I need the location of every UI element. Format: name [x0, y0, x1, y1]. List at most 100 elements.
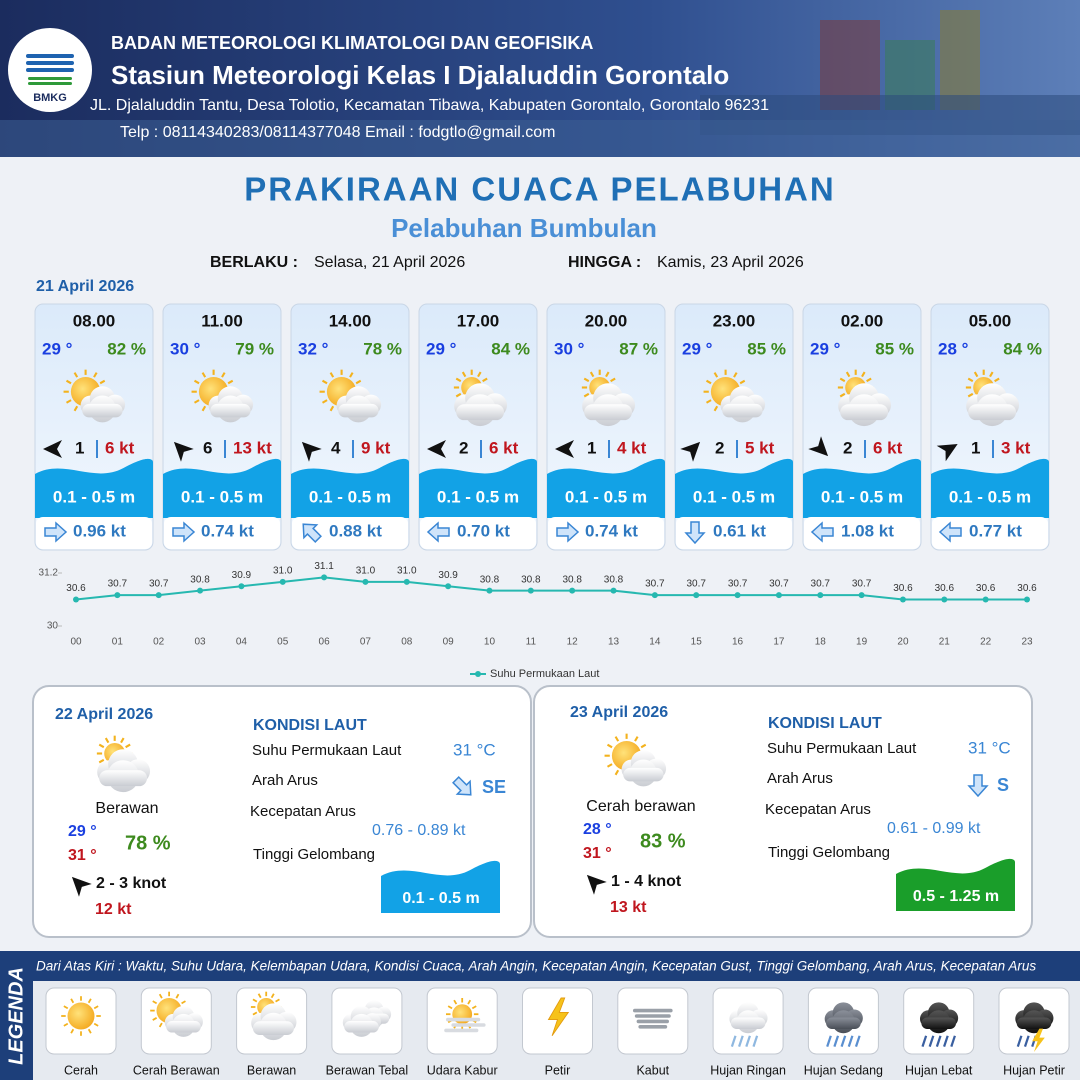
- data-label: 30.9: [438, 570, 458, 581]
- cloud-base: [456, 404, 505, 421]
- data-label: 30.7: [645, 579, 665, 590]
- cloud: [838, 383, 892, 427]
- slot-gust: 6 kt: [105, 438, 135, 457]
- slot-gust: 5 kt: [745, 438, 775, 457]
- cloud: [720, 386, 766, 423]
- sst-point: [238, 583, 245, 590]
- slot-time: 17.00: [457, 311, 500, 330]
- sea-title: KONDISI LAUT: [768, 715, 882, 732]
- day-wave: 0.5 - 1.25 m: [913, 888, 999, 905]
- sun-ray: [606, 743, 613, 749]
- sun-ray: [447, 1005, 453, 1010]
- sst-point: [693, 592, 700, 599]
- day-condition: Cerah berawan: [586, 798, 695, 815]
- sun-ray: [63, 1022, 69, 1027]
- day-humidity: 83 %: [640, 830, 686, 852]
- sun-ray: [634, 736, 639, 742]
- x-tick-label: 11: [526, 637, 537, 648]
- cloud-base: [252, 1021, 294, 1035]
- cloud-base: [730, 1017, 766, 1029]
- wave-label: Tinggi Gelombang: [768, 844, 890, 861]
- slot-time: 23.00: [713, 311, 756, 330]
- sun-ray: [221, 372, 226, 378]
- sun-ray: [713, 405, 719, 412]
- sst-point: [486, 587, 493, 594]
- slot-humidity: 87 %: [619, 339, 658, 358]
- rain-drop: [943, 1035, 949, 1047]
- day-wind: 1 - 4 knot: [611, 873, 682, 890]
- weather-icon: [1015, 1002, 1054, 1052]
- fog-band: [633, 1008, 673, 1013]
- current-arrow: [302, 523, 322, 543]
- current-row: [932, 517, 1048, 549]
- rain-drop: [745, 1035, 751, 1047]
- rain-drop: [730, 1035, 737, 1047]
- slot-temperature: 28 °: [938, 339, 969, 358]
- weather-icon: [604, 733, 667, 787]
- logo-stripe: [26, 54, 74, 58]
- data-label: 30.6: [893, 583, 913, 594]
- x-tick-label: 07: [360, 637, 372, 648]
- current-row: [676, 517, 792, 549]
- sun-ray: [252, 998, 258, 1003]
- data-label: 30.6: [66, 583, 86, 594]
- cloud: [336, 386, 382, 423]
- sun-ray: [614, 769, 620, 776]
- sun-ray: [275, 998, 280, 1003]
- wave-area: [675, 458, 793, 518]
- current-arrow: [810, 521, 834, 543]
- weather-icon: [919, 1002, 959, 1047]
- slot-current: 1.08 kt: [841, 521, 894, 540]
- current-dir: S: [997, 775, 1009, 795]
- slot-humidity: 79 %: [235, 339, 274, 358]
- legend-item-label: Hujan Ringan: [710, 1063, 786, 1077]
- cloud-base: [1016, 1017, 1052, 1029]
- sun-ray: [583, 377, 590, 383]
- legend-side-bar: [0, 951, 33, 1080]
- weather-icon: [342, 1000, 392, 1037]
- sst-point: [445, 583, 452, 590]
- data-label: 30.6: [1017, 583, 1037, 594]
- sun-ray: [65, 379, 72, 385]
- sst-point: [114, 592, 121, 599]
- data-label: 30.7: [728, 579, 748, 590]
- rain-drop: [928, 1035, 935, 1047]
- slot-wind-speed: 2: [715, 438, 724, 457]
- slot-humidity: 84 %: [1003, 339, 1042, 358]
- current-speed: 0.76 - 0.89 kt: [372, 822, 466, 839]
- weather-icon: [191, 369, 254, 423]
- sun-ray: [614, 736, 620, 742]
- wave-area: [291, 458, 409, 518]
- cloud-base: [826, 1017, 861, 1029]
- logo-wave: [28, 82, 72, 85]
- day-date: 23 April 2026: [570, 704, 668, 721]
- data-label: 31.0: [397, 565, 417, 576]
- sun-ray: [455, 392, 462, 398]
- slot-current: 0.74 kt: [201, 521, 254, 540]
- weather-icon: [61, 996, 101, 1036]
- sst-point: [899, 596, 906, 603]
- logo-wave: [28, 77, 72, 80]
- sun-ray: [70, 998, 75, 1004]
- sun-ray: [640, 743, 647, 749]
- cloud: [729, 1002, 768, 1034]
- sun-ray: [252, 1011, 258, 1016]
- sun-ray: [93, 1005, 99, 1010]
- data-label: 31.1: [314, 561, 334, 572]
- x-tick-label: 14: [649, 637, 661, 648]
- current-arrow: [452, 776, 472, 796]
- sun: [61, 996, 101, 1036]
- weather-icon: [581, 369, 636, 427]
- day-temp-max: 31 °: [68, 847, 97, 864]
- cloud: [80, 386, 126, 423]
- sst-value: 31 °C: [453, 740, 496, 759]
- slot-wave: 0.1 - 0.5 m: [949, 487, 1031, 506]
- sun-ray: [455, 377, 462, 383]
- x-tick-label: 19: [856, 637, 868, 648]
- valid-from: Selasa, 21 April 2026: [314, 254, 465, 271]
- cloud: [582, 383, 636, 427]
- data-label: 30.7: [108, 579, 128, 590]
- sun-ray: [98, 743, 105, 749]
- data-label: 30.6: [976, 583, 996, 594]
- data-label: 30.7: [769, 579, 789, 590]
